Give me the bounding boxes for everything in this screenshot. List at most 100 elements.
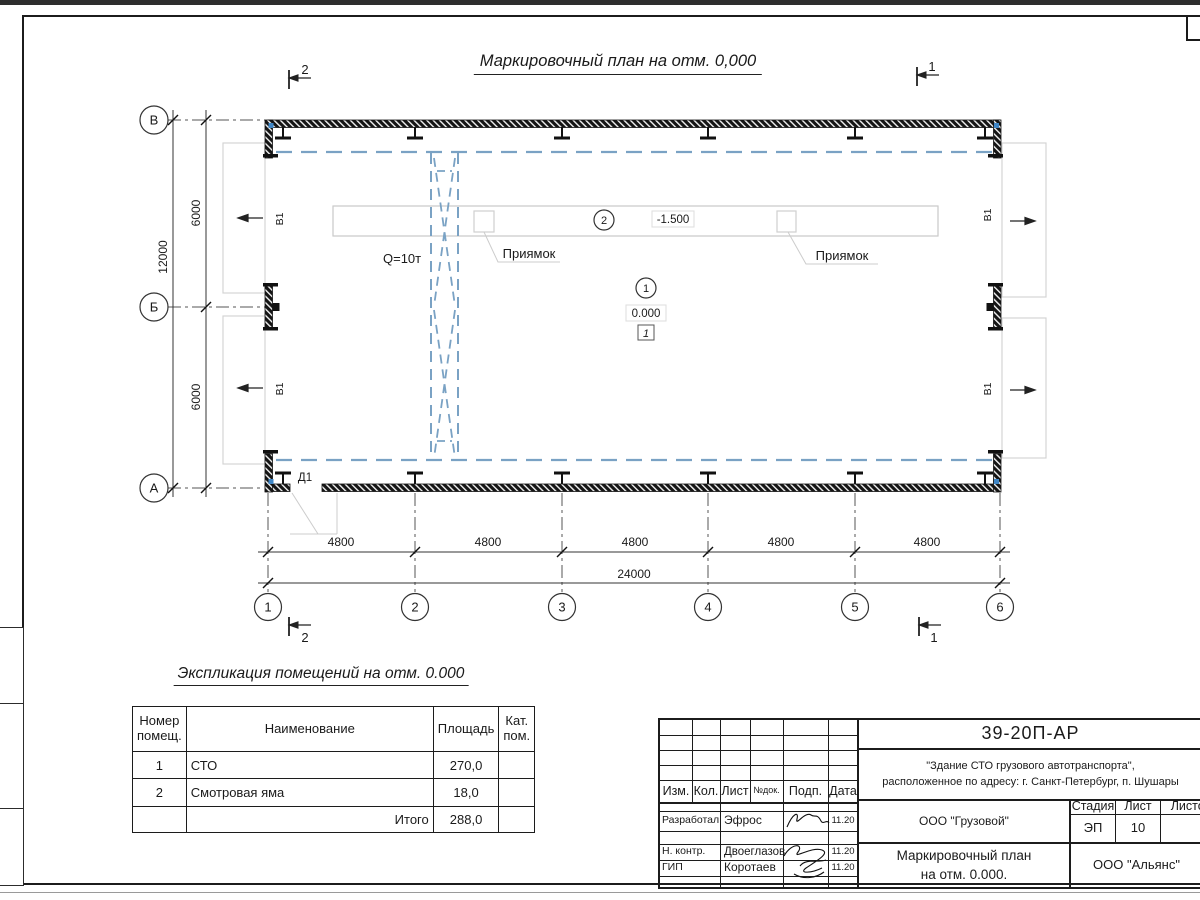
total-number-empty	[132, 806, 187, 833]
room-tags	[593, 209, 657, 299]
section-marks	[287, 67, 941, 636]
tb-line	[750, 720, 751, 802]
tb-sheet-label: Лист	[1124, 799, 1152, 814]
room-name: Смотровая яма	[185, 778, 434, 807]
vent-mark-right-upper: В1	[982, 208, 994, 221]
tb-col-kol: Кол.	[693, 783, 719, 798]
tb-line	[660, 780, 858, 781]
axis-lines	[168, 119, 1001, 592]
crane-rails-and-bridge	[276, 150, 993, 462]
walls	[264, 119, 1002, 493]
dim-bottom-5: 4800	[914, 535, 941, 549]
section-mark-top-left-label: 2	[301, 62, 308, 77]
dim-bottom-2: 4800	[475, 535, 502, 549]
tb-role-ncontrol: Н. контр.	[662, 845, 706, 858]
dim-left-total: 12000	[156, 240, 170, 274]
total-cat-empty	[498, 806, 536, 833]
pier-flanges	[263, 154, 1003, 454]
col-header-cat-l2: пом.	[503, 728, 531, 743]
tb-date-gip: 11.20	[831, 861, 855, 873]
tb-company: ООО "Альянс"	[1093, 857, 1180, 873]
tb-sheets-label: Листов	[1170, 799, 1200, 814]
signature-efros	[786, 813, 830, 828]
tb-object-name: "Здание СТО грузового автотранспорта", р…	[859, 750, 1200, 799]
crane-capacity-label: Q=10т	[383, 251, 421, 266]
dimension-lines	[172, 110, 1010, 584]
pier-bottom-right	[993, 453, 1002, 493]
tb-line	[1069, 799, 1071, 887]
tb-line	[660, 811, 858, 812]
floor-type-mark: 1	[643, 328, 649, 340]
vent-mark-left-lower: В1	[274, 382, 286, 395]
columns-top-wall	[275, 127, 993, 140]
level-box-minus	[651, 210, 695, 228]
plan-title: Маркировочный план на отм. 0,000	[473, 52, 763, 75]
pier-mid-left	[264, 285, 273, 329]
vent-mark-left-upper: В1	[274, 212, 286, 225]
tb-drawing-name-line1: Маркировочный план	[896, 848, 1032, 864]
room-tag-pit: 2	[601, 215, 607, 227]
dim-bottom-4: 4800	[768, 535, 795, 549]
col-header-number-l1: Номер	[139, 713, 180, 729]
margin-box-2	[0, 703, 24, 810]
frame-corner-box	[1186, 17, 1200, 41]
tb-line	[660, 750, 858, 751]
sheet-frame-top	[22, 15, 1200, 17]
explication-table: Номер помещ. Наименование Площадь Кат. п…	[132, 706, 536, 833]
tb-object-line2: расположенное по адресу: г. Санкт-Петерб…	[882, 775, 1179, 788]
room-number: 2	[132, 778, 187, 807]
sump-label-left: Приямок	[503, 246, 556, 261]
tb-stage-label: Стадия	[1071, 799, 1115, 814]
tb-line	[660, 765, 858, 766]
table-row: 2 Смотровая яма 18,0	[132, 778, 536, 807]
wall-bottom	[321, 483, 1001, 492]
axis-letter-b: Б	[150, 300, 159, 315]
table-row: 1 СТО 270,0	[132, 751, 536, 779]
tb-line	[660, 802, 858, 804]
col-header-number-l2: помещ.	[137, 728, 182, 743]
level-box-zero	[625, 304, 667, 322]
sheet-outer-edge	[0, 892, 1200, 893]
tb-sheet-value: 10	[1130, 820, 1146, 836]
axis-letter-a: А	[150, 481, 159, 496]
tb-name-gip: Коротаев	[724, 860, 776, 875]
sheet-frame-bottom	[22, 883, 1200, 885]
room-number: 1	[132, 751, 187, 779]
vent-mark-right-lower: В1	[982, 382, 994, 395]
tb-client: ООО "Грузовой"	[919, 813, 1009, 828]
tb-col-izm: Изм.	[662, 783, 690, 798]
col-header-number: Номер помещ.	[132, 706, 187, 752]
tb-line	[857, 720, 859, 887]
tb-line	[692, 720, 693, 802]
margin-box-3	[0, 808, 24, 886]
col-header-area: Площадь	[432, 706, 500, 752]
sump-label-right: Приямок	[816, 248, 869, 263]
room-area: 18,0	[432, 778, 500, 807]
tb-line	[660, 860, 858, 861]
col-header-name: Наименование	[185, 706, 434, 752]
wall-top	[267, 119, 1001, 128]
columns-bottom-wall	[275, 471, 993, 484]
dim-bottom-3: 4800	[622, 535, 649, 549]
tb-col-doc: №док.	[753, 785, 780, 796]
pier-top-left	[264, 119, 273, 159]
axis-number-6: 6	[996, 600, 1003, 615]
dim-bottom-1: 4800	[328, 535, 355, 549]
level-zero-label: 0.000	[632, 308, 661, 320]
table-total-row: Итого 288,0	[132, 806, 536, 833]
tb-name-ncontrol: Двоеглазов	[724, 845, 786, 858]
dim-bottom-total: 24000	[617, 567, 651, 581]
pier-mid-right	[993, 285, 1002, 329]
tb-line	[859, 799, 1200, 801]
tb-line	[660, 876, 858, 877]
tb-col-podp: Подп.	[788, 783, 823, 798]
door-mark-label: Д1	[298, 472, 312, 484]
explication-title: Экспликация помещений на отм. 0.000	[173, 665, 469, 686]
room-area: 270,0	[432, 751, 500, 779]
axis-number-5: 5	[851, 600, 858, 615]
title-block: Изм. Кол. Лист №док. Подп. Дата Разработ…	[658, 718, 1200, 889]
tb-col-data: Дата	[829, 783, 857, 798]
tb-line	[660, 831, 858, 832]
col-header-cat: Кат. пом.	[498, 706, 536, 752]
pier-top-right	[993, 119, 1002, 159]
